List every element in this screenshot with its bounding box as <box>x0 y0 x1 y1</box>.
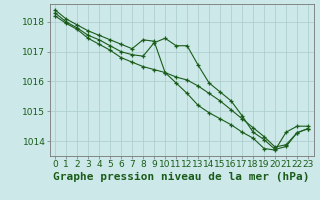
X-axis label: Graphe pression niveau de la mer (hPa): Graphe pression niveau de la mer (hPa) <box>53 172 310 182</box>
